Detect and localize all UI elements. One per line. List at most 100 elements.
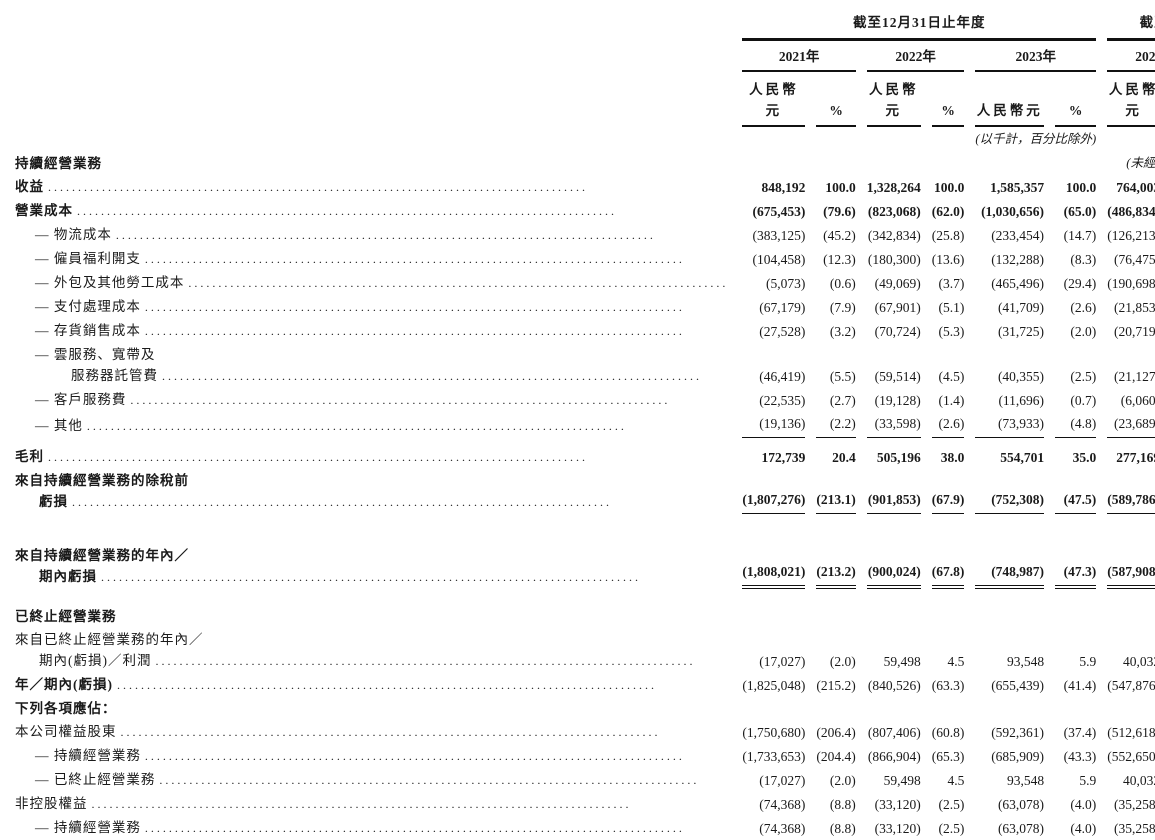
annual-period-header: 截至12月31日止年度 <box>742 4 1097 41</box>
cell-value: (901,853) <box>866 469 921 514</box>
cell-value: 5.9 <box>1079 773 1097 788</box>
cell-value: (204.4) <box>816 749 856 764</box>
cell-value: (592,361) <box>991 725 1045 740</box>
dot-leader: ........................................… <box>130 393 671 407</box>
row-label: — 支付處理成本................................… <box>13 295 731 319</box>
row-label-text: — 已終止經營業務 <box>35 772 156 787</box>
cell-value: (35,258) <box>1113 821 1155 836</box>
cell-value: (21,127) <box>1113 369 1155 384</box>
empty-cell <box>816 151 855 175</box>
cell-value: (4.0) <box>1070 797 1097 812</box>
cell-value: (33,120) <box>874 821 921 836</box>
cell-value: (70,724) <box>874 324 921 339</box>
row-label-line1: 來自持續經營業務的年內／ <box>15 548 189 563</box>
dot-leader: ........................................… <box>115 228 656 242</box>
cell-value: 100.0 <box>934 180 965 195</box>
dot-leader: ........................................… <box>159 773 700 787</box>
thousands-note: (以千計，百分比除外) <box>975 132 1097 146</box>
spacer-row <box>13 589 1155 605</box>
empty-cell <box>742 697 805 720</box>
empty-cell <box>867 151 921 175</box>
unit-header-row: 人民幣元 % 人民幣元 % 人民幣元 % 人民幣元 % 人民幣元 % <box>13 72 1155 127</box>
cell-value: (866,904) <box>867 749 921 764</box>
empty-cell <box>975 697 1044 720</box>
cell-value: (29.4) <box>1063 276 1097 291</box>
row-label: — 雲服務、寬帶及 服務器託管費.........................… <box>13 343 731 388</box>
header-spacer <box>13 127 731 151</box>
cell-value: (1,807,276) <box>742 469 806 514</box>
cell-value: (1,030,656) <box>981 204 1045 219</box>
row-label-line: — 存貨銷售成本................................… <box>13 320 731 342</box>
row-label-line: — 持續經營業務................................… <box>13 745 731 767</box>
dot-leader: ........................................… <box>155 654 696 668</box>
empty-cell <box>816 605 855 628</box>
row-label-line: 年／期內(虧損)................................… <box>13 674 731 696</box>
row-label-line: 持續經營業務 <box>13 153 731 174</box>
cell-value: (752,308) <box>975 469 1045 514</box>
row-label: — 物流成本..................................… <box>13 223 731 247</box>
cell-value: (5.5) <box>829 369 856 384</box>
row-label-text: 年／期內(虧損) <box>15 677 113 692</box>
row-label: — 存貨銷售成本................................… <box>13 319 731 343</box>
table-row: — 存貨銷售成本................................… <box>13 319 1155 343</box>
cell-value: 20.4 <box>832 450 856 465</box>
year-header-row: 2021年 2022年 2023年 2023年 2024年 <box>13 41 1155 72</box>
header-spacer <box>13 72 731 127</box>
empty-cell <box>816 697 855 720</box>
cell-value: (213.2) <box>816 544 856 589</box>
header-spacer <box>1107 127 1155 151</box>
cell-value: (807,406) <box>867 725 921 740</box>
row-label-text: 收益 <box>15 179 44 194</box>
unaudited-note: (未經審核) <box>1126 156 1155 170</box>
unit-header-pct: % <box>1055 72 1097 127</box>
row-label-text: 期內虧損 <box>39 569 97 584</box>
cell-value: (8.8) <box>829 797 856 812</box>
cell-value: (3.7) <box>938 276 965 291</box>
dot-leader: ........................................… <box>77 204 617 218</box>
cell-value: (65.3) <box>931 749 965 764</box>
table-row: — 僱員福利開支................................… <box>13 247 1155 271</box>
cell-value: (13.6) <box>931 252 965 267</box>
prospectus-financial-page: 截至12月31日止年度 截至6月30日止六個月 2021年 2022年 2023… <box>15 15 1155 836</box>
table-row: — 雲服務、寬帶及 服務器託管費.........................… <box>13 343 1155 388</box>
spacer-row <box>13 438 1155 445</box>
unit-header-rmb: 人民幣元 <box>1107 72 1155 127</box>
cell-value: (8.8) <box>829 821 856 836</box>
empty-cell <box>1055 605 1096 628</box>
cell-value: (2.2) <box>816 412 856 438</box>
cell-value: (180,300) <box>867 252 921 267</box>
header-spacer <box>742 127 964 151</box>
row-label-text: 營業成本 <box>15 203 73 218</box>
empty-cell <box>13 589 1155 605</box>
row-label-line1: — 雲服務、寬帶及 <box>35 347 156 362</box>
row-label: 營業成本....................................… <box>13 199 731 223</box>
cell-value: (40,355) <box>997 369 1045 384</box>
cell-value: (126,213) <box>1107 228 1155 243</box>
dot-leader: ........................................… <box>144 252 685 266</box>
cell-value: (33,598) <box>866 412 921 438</box>
financial-summary-table: 截至12月31日止年度 截至6月30日止六個月 2021年 2022年 2023… <box>2 4 1155 840</box>
empty-cell <box>932 605 965 628</box>
cell-value: (47.3) <box>1055 544 1097 589</box>
cell-value: (74,368) <box>759 821 806 836</box>
unit-header-pct: % <box>931 72 965 127</box>
cell-value: (73,933) <box>975 412 1045 438</box>
cell-value: (63,078) <box>997 821 1045 836</box>
cell-value: (12.3) <box>823 252 856 267</box>
dot-leader: ........................................… <box>91 797 632 811</box>
cell-value: (67,179) <box>759 300 806 315</box>
row-label-line: — 僱員福利開支................................… <box>13 248 731 270</box>
row-label-text: 毛利 <box>15 449 44 464</box>
cell-value: (20,719) <box>1113 324 1155 339</box>
cell-value: (4.5) <box>938 369 965 384</box>
table-row: 來自已終止經營業務的年內／ 期內(虧損)／利潤..................… <box>13 628 1155 673</box>
cell-value: 1,328,264 <box>866 180 921 195</box>
dot-leader: ........................................… <box>162 369 702 383</box>
cell-value: (1,733,653) <box>742 749 806 764</box>
cell-value: (132,288) <box>991 252 1045 267</box>
cell-value: (49,069) <box>874 276 921 291</box>
empty-cell <box>867 697 921 720</box>
dot-leader: ........................................… <box>72 495 612 509</box>
unit-header-rmb: 人民幣元 <box>866 72 921 127</box>
dot-leader: ........................................… <box>117 678 657 692</box>
